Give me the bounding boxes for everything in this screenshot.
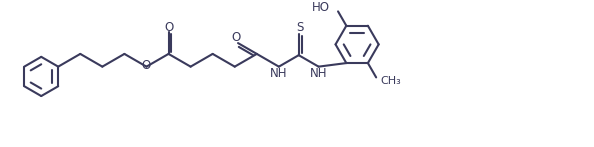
Text: NH: NH xyxy=(310,67,327,80)
Text: S: S xyxy=(296,21,304,34)
Text: HO: HO xyxy=(312,1,330,14)
Text: NH: NH xyxy=(270,67,287,80)
Text: O: O xyxy=(164,21,173,34)
Text: O: O xyxy=(232,31,241,44)
Text: CH₃: CH₃ xyxy=(380,76,401,86)
Text: O: O xyxy=(142,59,151,72)
